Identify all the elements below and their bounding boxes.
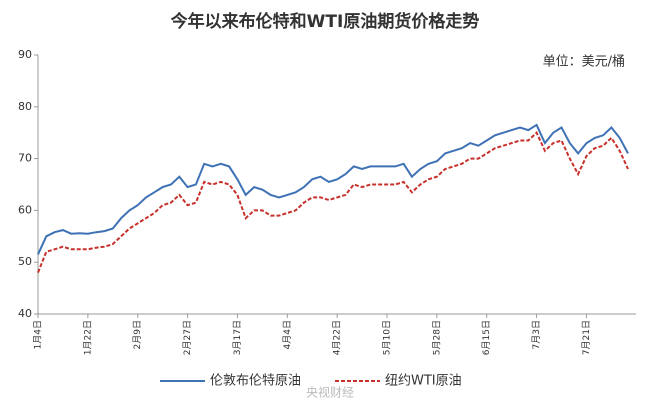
x-tick-label: 6月15日: [481, 320, 492, 355]
x-tick-label: 1月4日: [33, 320, 44, 349]
y-tick-label: 60: [18, 203, 32, 216]
y-tick-label: 90: [18, 48, 32, 61]
x-tick-label: 7月3日: [531, 320, 542, 349]
x-tick-label: 7月21日: [581, 320, 592, 355]
y-tick-label: 70: [18, 152, 32, 165]
y-tick-label: 40: [18, 307, 32, 320]
chart-title: 今年以来布伦特和WTI原油期货价格走势: [171, 11, 480, 32]
x-tick-label: 5月28日: [431, 320, 442, 355]
x-tick-label: 5月10日: [382, 320, 393, 355]
series-line: [37, 123, 629, 255]
legend-label: 纽约WTI原油: [385, 374, 462, 389]
x-tick-label: 4月4日: [282, 320, 293, 349]
x-tick-label: 1月22日: [82, 320, 93, 355]
y-tick-label: 50: [18, 255, 32, 268]
x-tick-label: 2月27日: [182, 320, 193, 355]
x-tick-label: 2月9日: [132, 320, 143, 349]
x-tick-label: 3月17日: [232, 320, 243, 355]
unit-label: 单位：美元/桶: [543, 55, 625, 70]
y-tick-label: 80: [18, 100, 32, 113]
watermark: 央视财经: [306, 385, 354, 400]
x-tick-label: 4月22日: [332, 320, 343, 355]
series-line: [37, 131, 629, 273]
legend-label: 伦敦布伦特原油: [210, 373, 301, 389]
